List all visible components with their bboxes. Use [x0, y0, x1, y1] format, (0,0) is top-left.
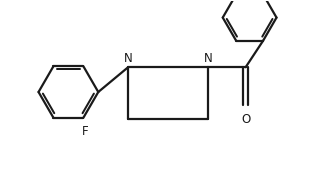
Text: N: N [124, 52, 132, 65]
Text: O: O [241, 113, 250, 126]
Text: N: N [203, 52, 212, 65]
Text: F: F [82, 125, 89, 138]
